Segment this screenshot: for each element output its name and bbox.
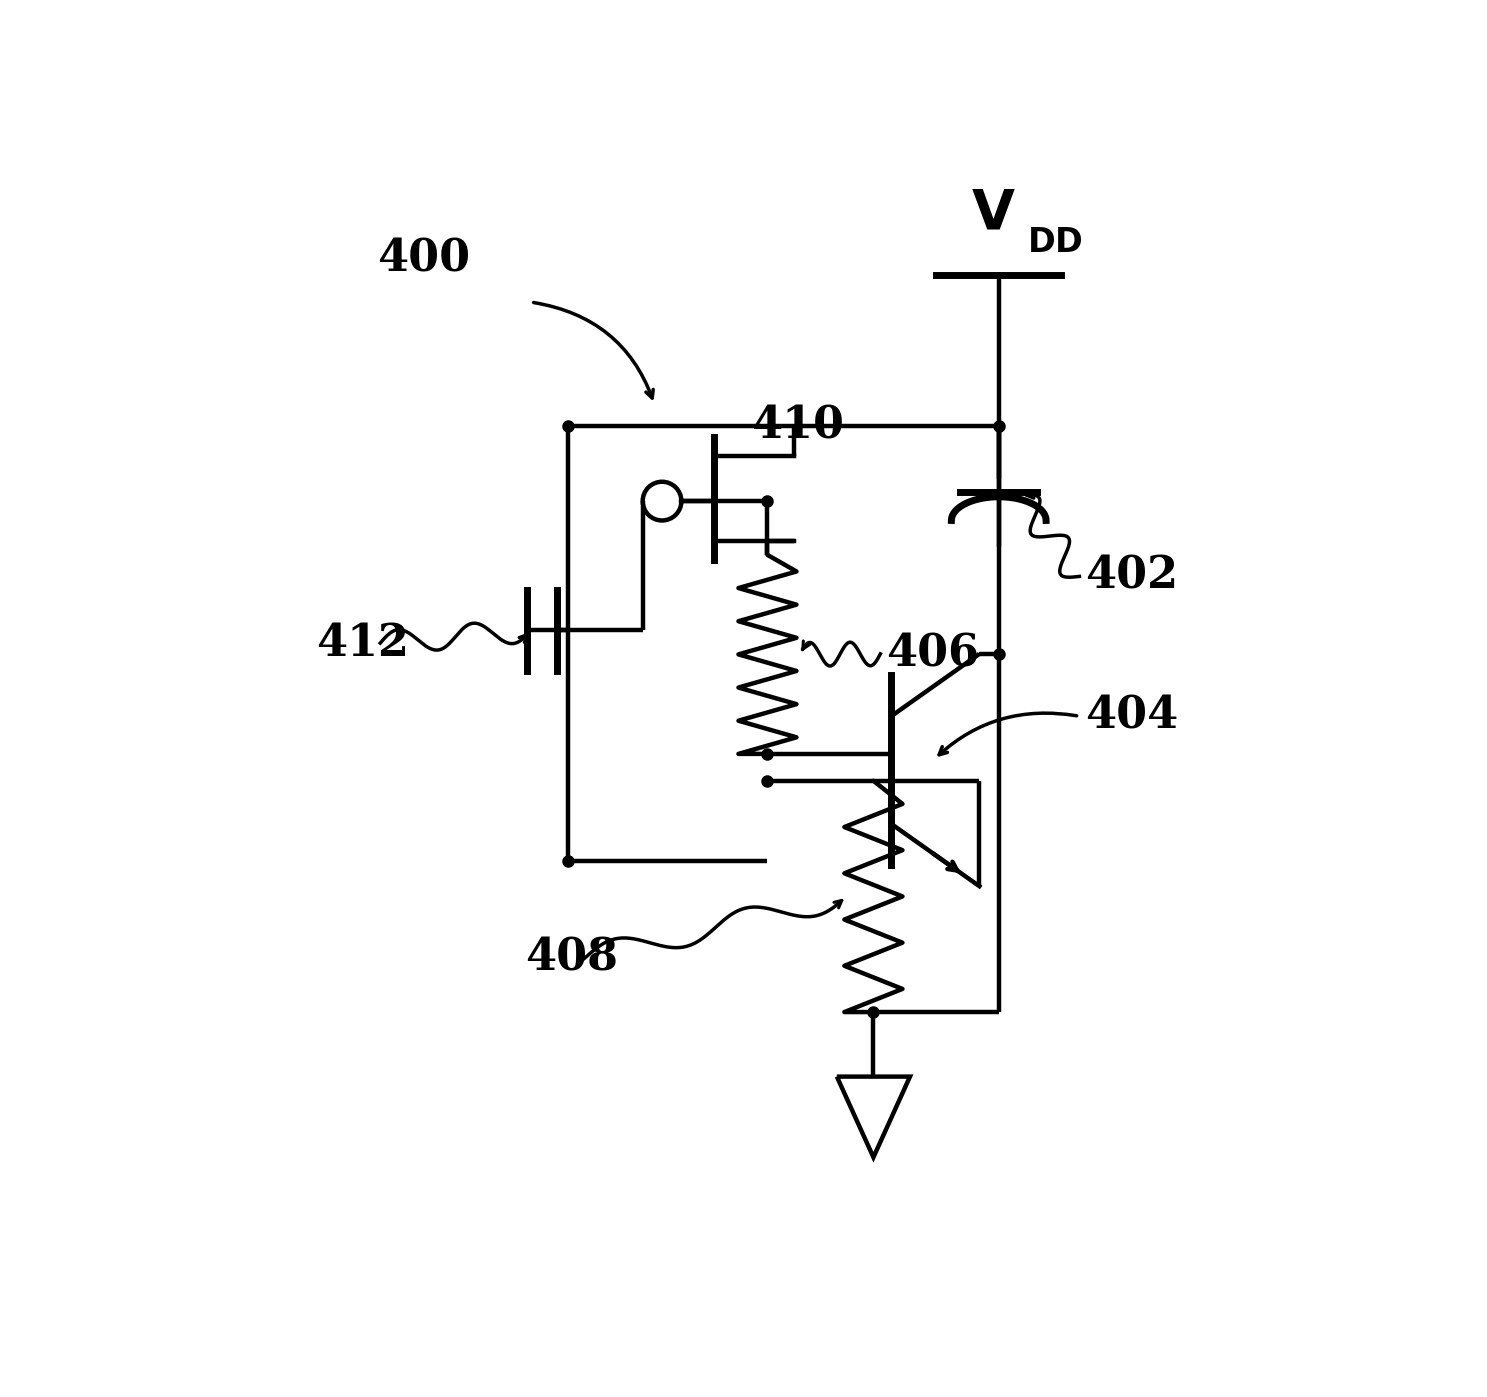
Text: 406: 406 <box>886 633 978 675</box>
Text: $\mathbf{V}$: $\mathbf{V}$ <box>971 186 1016 240</box>
Text: 404: 404 <box>1086 694 1178 738</box>
Text: 402: 402 <box>1086 555 1178 598</box>
Text: 408: 408 <box>525 937 619 979</box>
Text: 412: 412 <box>315 622 409 665</box>
Text: 410: 410 <box>751 404 845 447</box>
Text: $\mathbf{DD}$: $\mathbf{DD}$ <box>1028 226 1083 260</box>
Text: 400: 400 <box>376 237 470 281</box>
